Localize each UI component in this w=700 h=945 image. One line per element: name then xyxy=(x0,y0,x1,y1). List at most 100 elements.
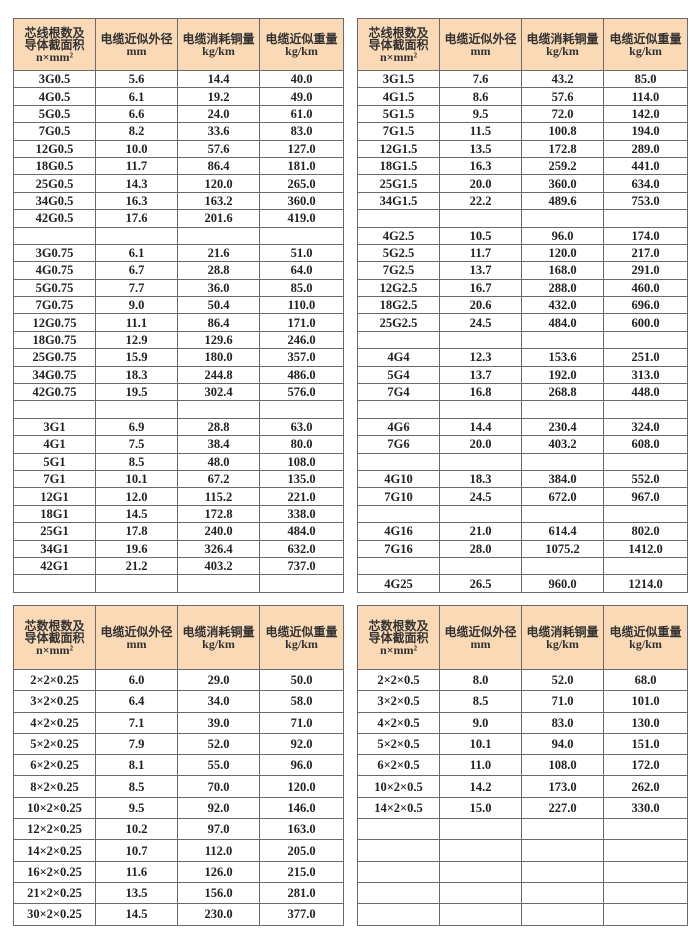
cell-copper-weight: 360.0 xyxy=(521,174,604,193)
header-line: kg/km xyxy=(629,636,662,651)
cell-cable-weight: 110.0 xyxy=(259,296,344,315)
spec-table-g-series-small: 芯线根数及 导体截面积 n×mm² 电缆近似外径 mm 电缆消耗铜量 kg/km 电缆近似重量… xyxy=(13,18,344,593)
cell-outer-diameter: 5.6 xyxy=(95,69,178,89)
table-row: 4×2×0.5 9.0 83.0 130.0 xyxy=(357,711,688,734)
cell-cross-section: 25G1 xyxy=(13,522,96,541)
cell-copper-weight xyxy=(521,818,604,841)
cell-outer-diameter xyxy=(439,860,522,883)
cell-copper-weight: 70.0 xyxy=(177,775,260,798)
cell-cable-weight: 108.0 xyxy=(259,452,344,471)
cell-cable-weight: 576.0 xyxy=(259,383,344,402)
table-row: 2×2×0.25 6.0 29.0 50.0 xyxy=(13,668,344,692)
cell-cross-section: 34G1.5 xyxy=(357,191,440,211)
cell-cable-weight: 181.0 xyxy=(259,156,344,176)
table-row: 7G2.5 13.7 168.0 291.0 xyxy=(357,261,688,280)
cell-outer-diameter: 17.8 xyxy=(95,522,178,541)
table-row: 4G16 21.0 614.4 802.0 xyxy=(357,522,688,541)
cell-cable-weight: 696.0 xyxy=(603,296,688,315)
table-row: 12G0.75 11.1 86.4 171.0 xyxy=(13,313,344,332)
cell-outer-diameter: 24.5 xyxy=(439,313,522,332)
cell-cross-section: 4G1.5 xyxy=(357,87,440,106)
header-line: 导体截面积 xyxy=(368,37,429,52)
cell-cable-weight: 484.0 xyxy=(259,522,344,541)
cell-cross-section xyxy=(357,903,440,926)
cell-copper-weight: 115.2 xyxy=(177,487,260,506)
cell-cross-section: 42G0.75 xyxy=(13,383,96,402)
cell-cross-section: 25G0.5 xyxy=(13,174,96,193)
cell-cross-section: 3×2×0.25 xyxy=(13,690,96,713)
cell-copper-weight xyxy=(521,881,604,905)
header-line: mm xyxy=(470,43,491,58)
cell-copper-weight: 288.0 xyxy=(521,278,604,298)
table-row: 34G1.5 22.2 489.6 753.0 xyxy=(357,191,688,211)
cell-outer-diameter: 7.5 xyxy=(95,435,178,454)
table-row: 4×2×0.25 7.1 39.0 71.0 xyxy=(13,711,344,734)
cell-copper-weight: 153.6 xyxy=(521,348,604,367)
table-row: 25G1.5 20.0 360.0 634.0 xyxy=(357,174,688,193)
table-row: 25G0.75 15.9 180.0 357.0 xyxy=(13,348,344,367)
cell-cable-weight: 142.0 xyxy=(603,104,688,124)
cell-copper-weight: 57.6 xyxy=(177,139,260,158)
header-line: 电缆消耗铜量 xyxy=(526,624,599,639)
header-line: 电缆近似重量 xyxy=(265,31,338,46)
cell-cross-section: 4G4 xyxy=(357,348,440,367)
table-row: 5×2×0.5 10.1 94.0 151.0 xyxy=(357,732,688,756)
cell-outer-diameter: 8.5 xyxy=(439,690,522,713)
cell-copper-weight: 100.8 xyxy=(521,122,604,141)
cell-cable-weight: 486.0 xyxy=(259,365,344,385)
cell-cross-section: 4G1 xyxy=(13,435,96,454)
table-row: 30×2×0.25 14.5 230.0 377.0 xyxy=(13,903,344,926)
table-row: 18G0.75 12.9 129.6 246.0 xyxy=(13,330,344,350)
cell-cross-section: 14×2×0.25 xyxy=(13,839,96,862)
header-line: kg/km xyxy=(202,636,235,651)
cell-outer-diameter: 18.3 xyxy=(95,365,178,385)
cell-cable-weight: 50.0 xyxy=(259,668,344,692)
cell-outer-diameter: 13.5 xyxy=(95,881,178,905)
cell-cable-weight: 61.0 xyxy=(259,104,344,124)
table-row: 3×2×0.25 6.4 34.0 58.0 xyxy=(13,690,344,713)
cell-cross-section xyxy=(357,818,440,841)
cell-copper-weight: 432.0 xyxy=(521,296,604,315)
table-row xyxy=(357,504,688,524)
cell-cable-weight: 552.0 xyxy=(603,469,688,489)
cell-outer-diameter: 14.3 xyxy=(95,174,178,193)
cell-outer-diameter xyxy=(439,839,522,862)
cell-copper-weight: 227.0 xyxy=(521,796,604,820)
cell-copper-weight: 168.0 xyxy=(521,261,604,280)
cell-cable-weight: 96.0 xyxy=(259,754,344,777)
cell-cross-section: 18G0.75 xyxy=(13,330,96,350)
cell-cable-weight: 1214.0 xyxy=(603,574,688,593)
header-line: mm xyxy=(126,636,147,651)
cell-cable-weight: 85.0 xyxy=(259,278,344,298)
cell-cross-section xyxy=(357,209,440,228)
cell-cable-weight xyxy=(259,574,344,593)
cell-cable-weight: 441.0 xyxy=(603,156,688,176)
cell-cross-section: 16×2×0.25 xyxy=(13,860,96,883)
cell-outer-diameter: 12.3 xyxy=(439,348,522,367)
cell-outer-diameter: 10.0 xyxy=(95,139,178,158)
cell-outer-diameter: 11.7 xyxy=(95,156,178,176)
header-line: kg/km xyxy=(629,43,662,58)
table-row: 4G4 12.3 153.6 251.0 xyxy=(357,348,688,367)
cell-cross-section: 25G0.75 xyxy=(13,348,96,367)
cell-cable-weight: 51.0 xyxy=(259,243,344,263)
header-copper-weight: 电缆消耗铜量 kg/km xyxy=(521,605,604,670)
cell-cable-weight: 92.0 xyxy=(259,732,344,756)
cell-cable-weight: 172.0 xyxy=(603,754,688,777)
cell-copper-weight: 163.2 xyxy=(177,191,260,211)
cell-outer-diameter: 10.2 xyxy=(95,818,178,841)
table-row: 25G1 17.8 240.0 484.0 xyxy=(13,522,344,541)
cell-cross-section: 4G0.75 xyxy=(13,261,96,280)
cell-copper-weight: 156.0 xyxy=(177,881,260,905)
cell-cable-weight: 460.0 xyxy=(603,278,688,298)
cell-cross-section: 12G2.5 xyxy=(357,278,440,298)
table-row: 2×2×0.5 8.0 52.0 68.0 xyxy=(357,668,688,692)
table-row: 7G1 10.1 67.2 135.0 xyxy=(13,469,344,489)
cell-outer-diameter: 16.8 xyxy=(439,383,522,402)
table-row: 42G1 21.2 403.2 737.0 xyxy=(13,556,344,576)
cell-cross-section: 12G0.5 xyxy=(13,139,96,158)
cell-copper-weight xyxy=(177,400,260,419)
cell-copper-weight: 302.4 xyxy=(177,383,260,402)
table-row: 5G1 8.5 48.0 108.0 xyxy=(13,452,344,471)
cell-cable-weight xyxy=(603,400,688,419)
